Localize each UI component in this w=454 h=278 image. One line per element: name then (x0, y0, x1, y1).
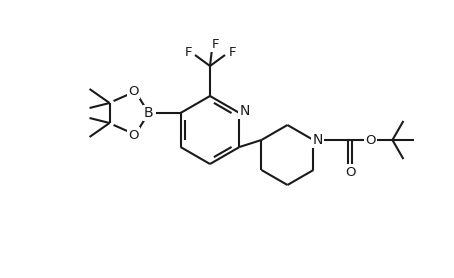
Text: O: O (128, 85, 139, 98)
Text: O: O (345, 165, 355, 178)
Text: F: F (211, 38, 219, 51)
Text: F: F (184, 46, 192, 58)
Text: O: O (365, 133, 375, 147)
Text: F: F (228, 46, 236, 58)
Text: N: N (312, 133, 323, 147)
Text: O: O (128, 128, 139, 142)
Text: B: B (144, 106, 153, 120)
Text: N: N (239, 104, 250, 118)
